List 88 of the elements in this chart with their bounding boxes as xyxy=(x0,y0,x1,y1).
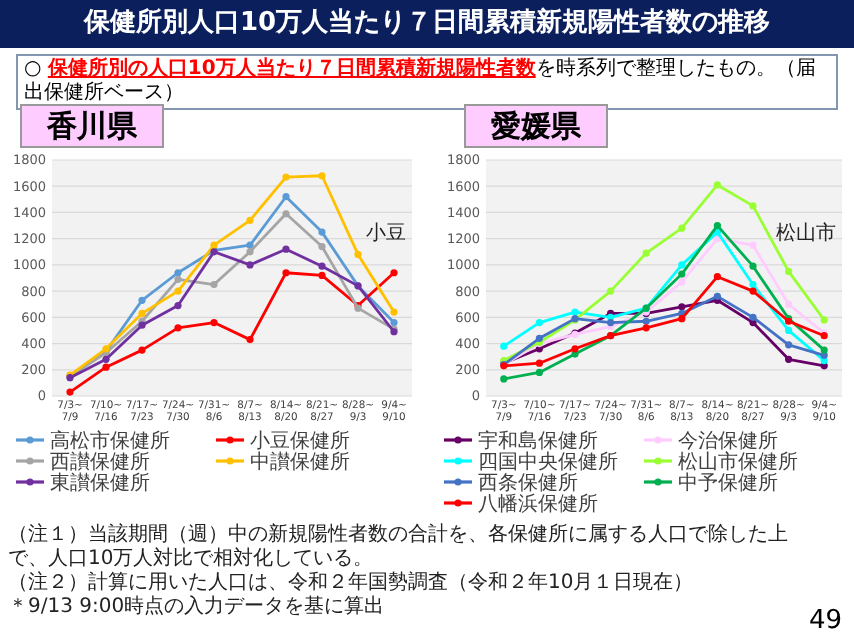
point xyxy=(66,388,74,396)
point xyxy=(246,241,254,249)
point xyxy=(390,308,398,316)
annotation: 松山市 xyxy=(776,221,836,246)
point xyxy=(500,375,508,383)
point xyxy=(749,262,757,270)
point xyxy=(282,269,290,277)
text: 保健所別人口10万人当たり７日間累積新規陽性者数の推移 xyxy=(0,0,854,48)
point xyxy=(785,267,793,276)
point xyxy=(749,202,757,210)
point xyxy=(820,346,828,354)
point xyxy=(678,278,686,286)
text: （注１）当該期間（週）中の新規陽性者数の合計を、各保健所に属する人口で除した上で、人口10万人対比で相対化している。 xyxy=(8,524,790,571)
legend-label: 西条保健所 xyxy=(478,471,578,496)
point xyxy=(246,261,254,269)
legend-label: 高松市保健所 xyxy=(50,429,170,454)
point xyxy=(749,280,757,289)
annotation: 小豆 xyxy=(366,221,406,246)
legend-label: 西讃保健所 xyxy=(50,450,150,475)
chart-title: 愛媛県 xyxy=(464,104,608,148)
point xyxy=(138,309,146,317)
point xyxy=(678,270,686,278)
point xyxy=(820,316,828,324)
point xyxy=(642,249,650,257)
point xyxy=(749,287,757,295)
point xyxy=(713,221,721,230)
point xyxy=(246,216,254,224)
point xyxy=(282,193,290,201)
point xyxy=(713,273,721,281)
point xyxy=(571,345,579,353)
point xyxy=(210,241,218,249)
point xyxy=(642,317,650,325)
point xyxy=(210,280,218,289)
point xyxy=(138,296,146,304)
point xyxy=(500,342,508,350)
point xyxy=(354,250,362,258)
point xyxy=(174,301,182,310)
legend-label: 中予保健所 xyxy=(678,471,778,496)
point xyxy=(318,262,326,270)
point xyxy=(535,318,543,327)
point xyxy=(282,173,290,181)
point xyxy=(318,242,326,251)
point xyxy=(246,336,254,344)
point xyxy=(282,210,290,218)
point xyxy=(318,271,326,279)
legend-label: 宇和島保健所 xyxy=(478,429,598,454)
point xyxy=(785,326,793,335)
point xyxy=(174,324,182,332)
point xyxy=(785,355,793,363)
point xyxy=(535,368,543,376)
text: ○ 保健所別の人口10万人当たり７日間累積新規陽性者数を時系列で整理したもの。（届出保健所ベース） xyxy=(24,58,816,104)
point xyxy=(390,269,398,277)
point xyxy=(390,318,398,327)
point xyxy=(174,269,182,277)
chart-title: 香川県 xyxy=(20,104,164,148)
point xyxy=(749,313,757,321)
point xyxy=(210,318,218,327)
point xyxy=(174,275,182,283)
point xyxy=(535,359,543,367)
point xyxy=(785,300,793,308)
point xyxy=(642,324,650,332)
legend-label: 八幡浜保健所 xyxy=(478,492,598,517)
point xyxy=(102,355,110,363)
point xyxy=(678,261,686,269)
point xyxy=(678,303,686,311)
legend-label: 小豆保健所 xyxy=(250,429,350,454)
point xyxy=(713,181,721,189)
text: ＊9/13 9:00時点の入力データを基に算出 xyxy=(8,596,387,620)
legend-label: 東讃保健所 xyxy=(50,471,150,496)
legend-label: 松山市保健所 xyxy=(678,450,798,475)
point xyxy=(282,245,290,253)
text: 49 xyxy=(808,606,842,636)
legend-label: 中讃保健所 xyxy=(250,450,350,475)
point xyxy=(318,172,326,180)
text: （注２）計算に用いた人口は、令和２年国勢調査（令和２年10月１日現在） xyxy=(8,572,696,595)
point xyxy=(102,363,110,371)
point xyxy=(138,346,146,354)
point xyxy=(571,308,579,316)
point xyxy=(749,241,757,249)
point xyxy=(785,341,793,349)
point xyxy=(174,287,182,295)
point xyxy=(318,228,326,236)
point xyxy=(678,224,686,232)
legend-label: 今治保健所 xyxy=(678,429,778,454)
point xyxy=(607,287,615,295)
point xyxy=(678,315,686,323)
legend-label: 四国中央保健所 xyxy=(478,450,618,475)
point xyxy=(246,248,254,256)
